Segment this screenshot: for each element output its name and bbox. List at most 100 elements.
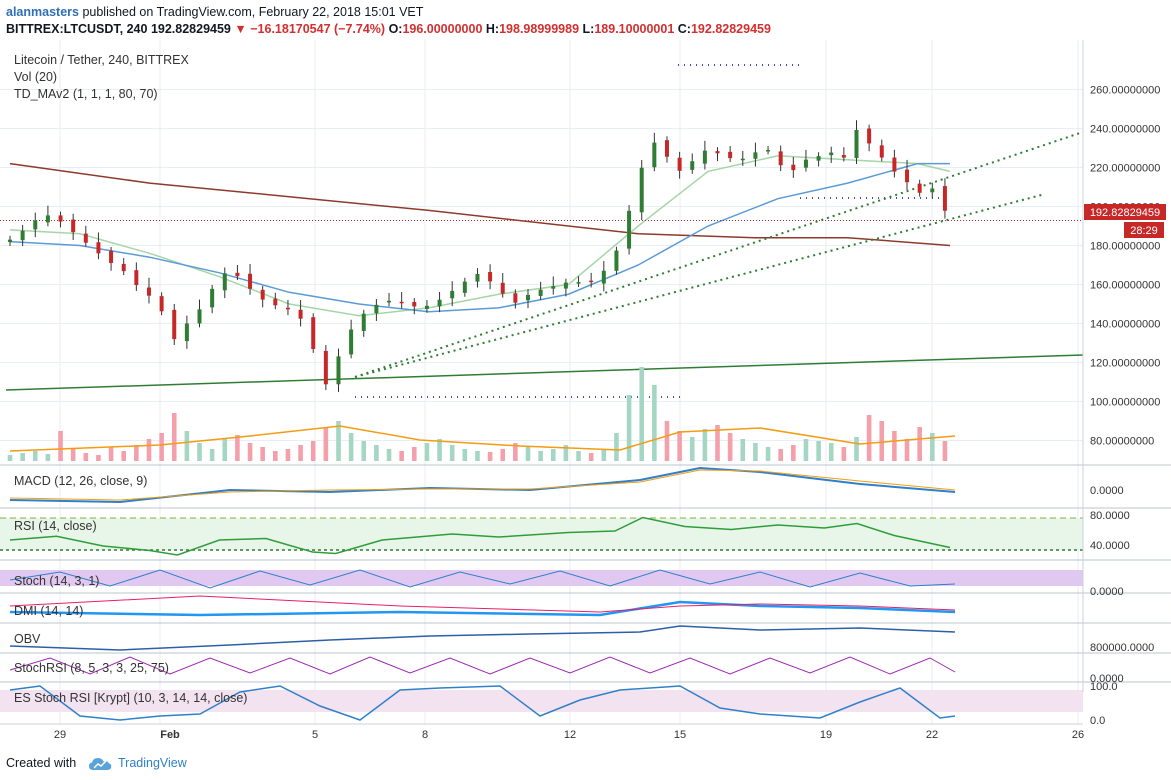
candle-body bbox=[450, 290, 455, 299]
candle-body bbox=[298, 309, 303, 319]
ohlc-line: BITTREX:LTCUSDT, 240 192.82829459 ▼ −16.… bbox=[6, 22, 771, 36]
volume-bar bbox=[689, 437, 695, 461]
volume-bar bbox=[386, 449, 392, 461]
price-badge-bg bbox=[1084, 204, 1166, 220]
obv-label[interactable]: OBV bbox=[14, 632, 41, 646]
volume-bar bbox=[134, 445, 139, 461]
candle-body bbox=[551, 286, 556, 289]
candle-body bbox=[715, 151, 720, 154]
volume-bar bbox=[879, 421, 885, 461]
volume-bar bbox=[929, 433, 935, 461]
chart-header: alanmasters published on TradingView.com… bbox=[0, 0, 1171, 40]
macd-label[interactable]: MACD (12, 26, close, 9) bbox=[14, 474, 147, 488]
dmi-label[interactable]: DMI (14, 14) bbox=[14, 604, 83, 618]
candle-body bbox=[930, 188, 935, 193]
candle-body bbox=[778, 151, 783, 166]
candle-body bbox=[664, 140, 669, 157]
candle-body bbox=[197, 309, 202, 324]
candle-body bbox=[323, 350, 328, 385]
volume-bar bbox=[803, 439, 809, 461]
candle-body bbox=[248, 273, 253, 289]
volume-ma-line bbox=[9, 425, 956, 452]
candle-body bbox=[412, 301, 417, 307]
volume-bar bbox=[715, 425, 720, 461]
volume-bar bbox=[437, 439, 442, 461]
price-tick: 180.00000000 bbox=[1090, 241, 1160, 253]
volume-bar bbox=[374, 445, 379, 461]
volume-bar bbox=[816, 441, 821, 461]
volume-bar bbox=[525, 447, 531, 461]
candle-body bbox=[766, 149, 771, 152]
macd-signal bbox=[9, 469, 956, 501]
volume-bar bbox=[917, 427, 922, 461]
candle-body bbox=[399, 301, 404, 304]
chart-canvas[interactable]: 260.00000000240.00000000220.00000000200.… bbox=[0, 40, 1171, 748]
td-ma-legend[interactable]: TD_MAv2 (1, 1, 1, 80, 70) bbox=[14, 87, 158, 101]
time-tick: 26 bbox=[1072, 729, 1084, 741]
candle-body bbox=[803, 159, 808, 168]
tradingview-brand-link[interactable]: TradingView bbox=[118, 756, 187, 770]
volume-bar bbox=[310, 441, 316, 461]
candle-body bbox=[33, 220, 38, 230]
time-tick: Feb bbox=[160, 729, 180, 741]
stoch-label[interactable]: Stoch (14, 3, 1) bbox=[14, 574, 99, 588]
username-link[interactable]: alanmasters bbox=[6, 5, 79, 19]
dmi-plus bbox=[9, 595, 956, 613]
es-stoch-k bbox=[9, 685, 956, 721]
symbol-label[interactable]: BITTREX:LTCUSDT, 240 bbox=[6, 22, 148, 36]
volume-bar bbox=[828, 443, 834, 461]
rsi-tick-high: 80.0000 bbox=[1090, 510, 1130, 522]
candle-body bbox=[488, 272, 493, 282]
time-tick: 8 bbox=[422, 729, 428, 741]
candle-body bbox=[740, 158, 745, 161]
candle-body bbox=[374, 304, 379, 314]
volume-bar bbox=[740, 439, 746, 461]
high-value: 198.98999989 bbox=[499, 22, 580, 36]
support-trendline bbox=[5, 354, 1084, 391]
price-tick: 120.00000000 bbox=[1090, 358, 1160, 370]
footer: Created with TradingView bbox=[0, 748, 1171, 780]
price-badge: 192.82829459 bbox=[1090, 207, 1160, 219]
rsi-label[interactable]: RSI (14, close) bbox=[14, 519, 97, 533]
candle-body bbox=[690, 161, 695, 170]
down-arrow-icon: ▼ bbox=[234, 22, 247, 36]
candle-body bbox=[96, 242, 101, 254]
volume-bar bbox=[184, 431, 190, 461]
volume-bar bbox=[866, 415, 872, 461]
stochrsi-label[interactable]: StochRSI (8, 5, 3, 3, 25, 75) bbox=[14, 661, 169, 675]
volume-bar bbox=[904, 439, 910, 461]
timer-badge-bg bbox=[1124, 222, 1164, 238]
close-value: 192.82829459 bbox=[690, 22, 771, 36]
price-axis[interactable]: 260.00000000240.00000000220.00000000200.… bbox=[1090, 85, 1160, 448]
time-axis[interactable]: 29 Feb 5 8 12 15 19 22 26 bbox=[54, 729, 1084, 741]
volume-bar bbox=[753, 443, 758, 461]
candle-body bbox=[526, 294, 531, 301]
candle-body bbox=[437, 299, 442, 307]
trend-lines bbox=[5, 64, 1084, 398]
stoch-band bbox=[0, 570, 1083, 586]
price-tick: 140.00000000 bbox=[1090, 319, 1160, 331]
volume-bar bbox=[32, 451, 38, 461]
candle-body bbox=[184, 323, 189, 342]
volume-legend[interactable]: Vol (20) bbox=[14, 70, 57, 84]
es-stoch-label[interactable]: ES Stoch RSI [Krypt] (10, 3, 14, 14, clo… bbox=[14, 691, 247, 705]
candle-body bbox=[109, 250, 114, 263]
volume-bar bbox=[791, 445, 796, 461]
price-tick: 260.00000000 bbox=[1090, 85, 1160, 97]
candle-body bbox=[728, 151, 733, 159]
last-price: 192.82829459 bbox=[150, 22, 231, 36]
candle-body bbox=[260, 289, 265, 300]
candle-body bbox=[500, 282, 505, 294]
publish-line: alanmasters published on TradingView.com… bbox=[6, 5, 423, 19]
candle-body bbox=[513, 293, 518, 303]
candle-body bbox=[475, 273, 480, 282]
volume-bar bbox=[601, 449, 607, 461]
candle-body bbox=[172, 309, 177, 340]
uptrend-line-1 bbox=[354, 131, 1084, 378]
candle-body bbox=[563, 282, 568, 289]
price-tick: 100.00000000 bbox=[1090, 397, 1160, 409]
volume-bar bbox=[348, 433, 354, 461]
high-label: H: bbox=[485, 22, 500, 36]
candle-body bbox=[71, 219, 76, 233]
candle-body bbox=[538, 289, 543, 296]
